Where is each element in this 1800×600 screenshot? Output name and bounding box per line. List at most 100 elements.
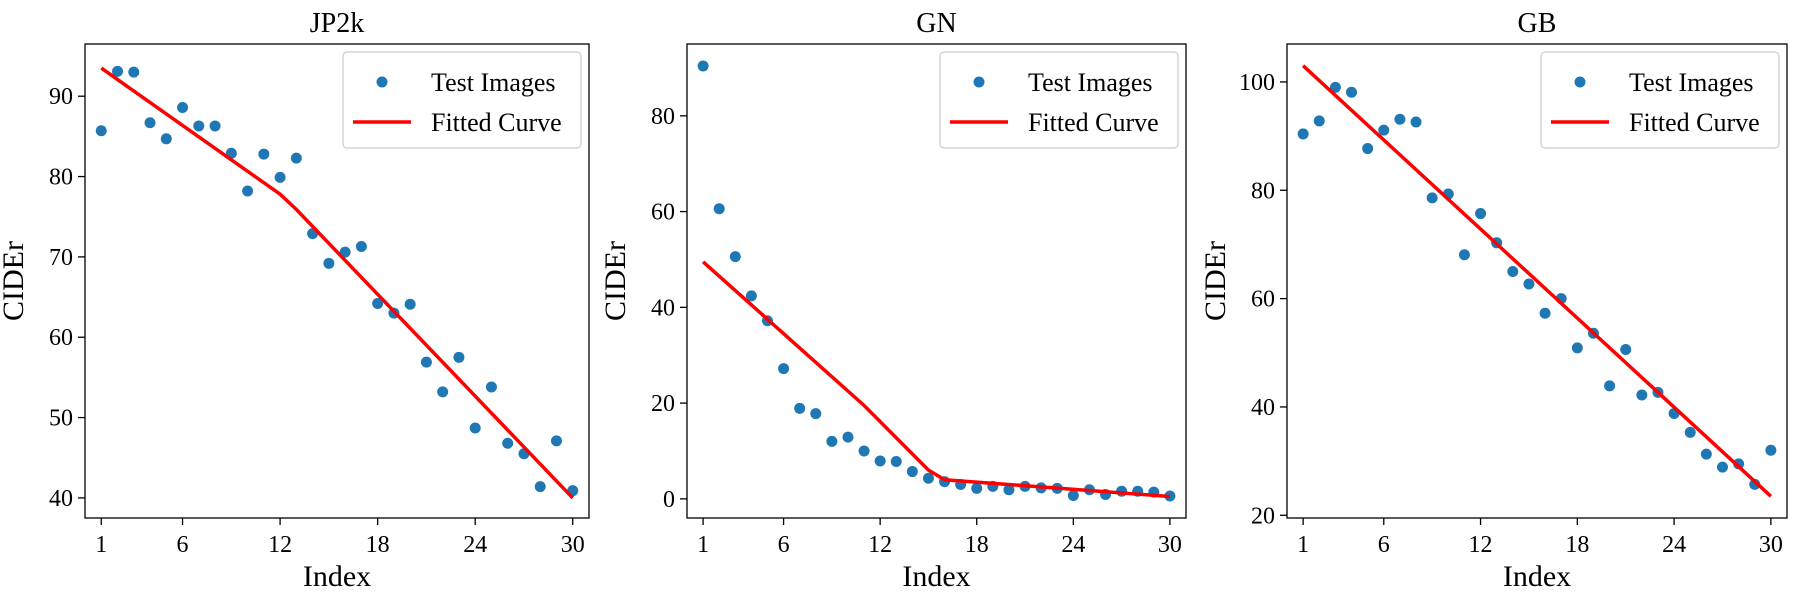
scatter-point bbox=[534, 481, 546, 493]
scatter-point bbox=[485, 381, 497, 393]
scatter-point bbox=[95, 125, 107, 137]
scatter-point bbox=[502, 437, 514, 449]
scatter-point bbox=[1003, 484, 1015, 496]
legend: Test Images Fitted Curve bbox=[342, 51, 582, 149]
scatter-point bbox=[144, 117, 156, 129]
scatter-point bbox=[1684, 426, 1696, 438]
scatter-point bbox=[858, 445, 870, 457]
x-tick-label: 6 bbox=[177, 532, 189, 558]
legend: Test Images Fitted Curve bbox=[1540, 51, 1780, 149]
legend-label-test-images: Test Images bbox=[431, 68, 556, 97]
scatter-point bbox=[1346, 86, 1358, 98]
scatter-point bbox=[794, 402, 806, 414]
scatter-point bbox=[1410, 116, 1422, 128]
scatter-point bbox=[1636, 389, 1648, 401]
fitted-curve-line bbox=[701, 260, 1171, 499]
chart-title: GN bbox=[916, 8, 956, 39]
scatter-point bbox=[420, 356, 432, 368]
x-tick-label: 1 bbox=[95, 532, 107, 558]
scatter-point bbox=[550, 435, 562, 447]
legend-marker-test-images bbox=[973, 76, 985, 88]
y-tick-label: 0 bbox=[663, 487, 675, 513]
x-tick-label: 30 bbox=[1759, 532, 1783, 558]
scatter-point bbox=[1765, 444, 1777, 456]
y-tick-label: 50 bbox=[49, 406, 73, 432]
scatter-point bbox=[1539, 307, 1551, 319]
scatter-point bbox=[1067, 489, 1079, 501]
legend-label-test-images: Test Images bbox=[1028, 68, 1153, 97]
x-tick-label: 1 bbox=[1297, 532, 1309, 558]
legend-label-fitted-curve: Fitted Curve bbox=[1629, 108, 1760, 137]
scatter-point bbox=[1700, 448, 1712, 460]
legend-box bbox=[1540, 51, 1780, 149]
x-tick-label: 12 bbox=[868, 532, 892, 558]
legend-box bbox=[342, 51, 582, 149]
legend-marker-test-images bbox=[376, 76, 388, 88]
y-axis-label: CIDEr bbox=[1199, 241, 1232, 321]
x-tick-label: 18 bbox=[1565, 532, 1589, 558]
scatter-point bbox=[339, 246, 351, 258]
scatter-point bbox=[971, 482, 983, 494]
x-tick-label: 18 bbox=[366, 532, 390, 558]
scatter-point bbox=[1523, 278, 1535, 290]
scatter-point bbox=[1716, 461, 1728, 473]
scatter-point bbox=[906, 466, 918, 478]
x-axis-label: Index bbox=[902, 560, 970, 593]
scatter-point bbox=[810, 408, 822, 420]
scatter-point bbox=[1507, 266, 1519, 278]
scatter-point bbox=[112, 65, 124, 77]
y-tick-label: 20 bbox=[1251, 503, 1275, 529]
scatter-point bbox=[290, 152, 302, 164]
legend-label-test-images: Test Images bbox=[1629, 68, 1754, 97]
x-axis-label: Index bbox=[303, 560, 371, 593]
y-tick-label: 80 bbox=[1251, 178, 1275, 204]
x-tick-label: 6 bbox=[1378, 532, 1390, 558]
legend-label-fitted-curve: Fitted Curve bbox=[1028, 108, 1159, 137]
y-tick-label: 60 bbox=[1251, 287, 1275, 313]
scatter-point bbox=[890, 456, 902, 468]
legend: Test Images Fitted Curve bbox=[939, 51, 1179, 149]
scatter-point bbox=[1426, 192, 1438, 204]
scatter-point bbox=[469, 422, 481, 434]
scatter-point bbox=[778, 363, 790, 375]
scatter-point bbox=[1620, 344, 1632, 356]
y-tick-label: 60 bbox=[651, 200, 675, 226]
scatter-point bbox=[274, 171, 286, 183]
scatter-point bbox=[826, 435, 838, 447]
x-tick-label: 30 bbox=[1158, 532, 1182, 558]
scatter-point bbox=[745, 290, 757, 302]
scatter-point bbox=[1733, 458, 1745, 470]
scatter-point bbox=[697, 60, 709, 72]
scatter-point bbox=[1475, 208, 1487, 220]
scatter-point bbox=[242, 185, 254, 197]
scatter-point bbox=[1362, 143, 1374, 155]
y-tick-label: 100 bbox=[1239, 70, 1275, 96]
scatter-point bbox=[1394, 113, 1406, 125]
x-tick-label: 30 bbox=[561, 532, 585, 558]
fitted-curve-line bbox=[100, 66, 574, 500]
scatter-point bbox=[874, 455, 886, 467]
scatter-point bbox=[372, 297, 384, 309]
x-tick-label: 24 bbox=[463, 532, 487, 558]
axes-frame bbox=[1286, 43, 1788, 519]
x-tick-label: 1 bbox=[697, 532, 709, 558]
chart-title: GB bbox=[1518, 8, 1557, 39]
y-tick-label: 70 bbox=[49, 245, 73, 271]
scatter-point bbox=[1378, 124, 1390, 136]
axes-frame bbox=[686, 43, 1187, 519]
legend-box bbox=[939, 51, 1179, 149]
y-axis-label: CIDEr bbox=[599, 241, 632, 321]
x-tick-label: 24 bbox=[1662, 532, 1686, 558]
x-tick-label: 12 bbox=[268, 532, 292, 558]
chart-title: JP2k bbox=[310, 8, 364, 39]
scatter-point bbox=[1313, 115, 1325, 127]
scatter-point bbox=[160, 133, 172, 145]
chart-panel-gb: GB 1 6 12 18 24 30 20 40 60 80 100 Index CIDEr Test Im… bbox=[1199, 8, 1788, 593]
legend-label-fitted-curve: Fitted Curve bbox=[431, 108, 562, 137]
scatter-point bbox=[209, 120, 221, 132]
scatter-point bbox=[713, 203, 725, 215]
y-tick-label: 90 bbox=[49, 84, 73, 110]
x-tick-label: 18 bbox=[965, 532, 989, 558]
fitted-curve-line bbox=[1301, 64, 1773, 498]
